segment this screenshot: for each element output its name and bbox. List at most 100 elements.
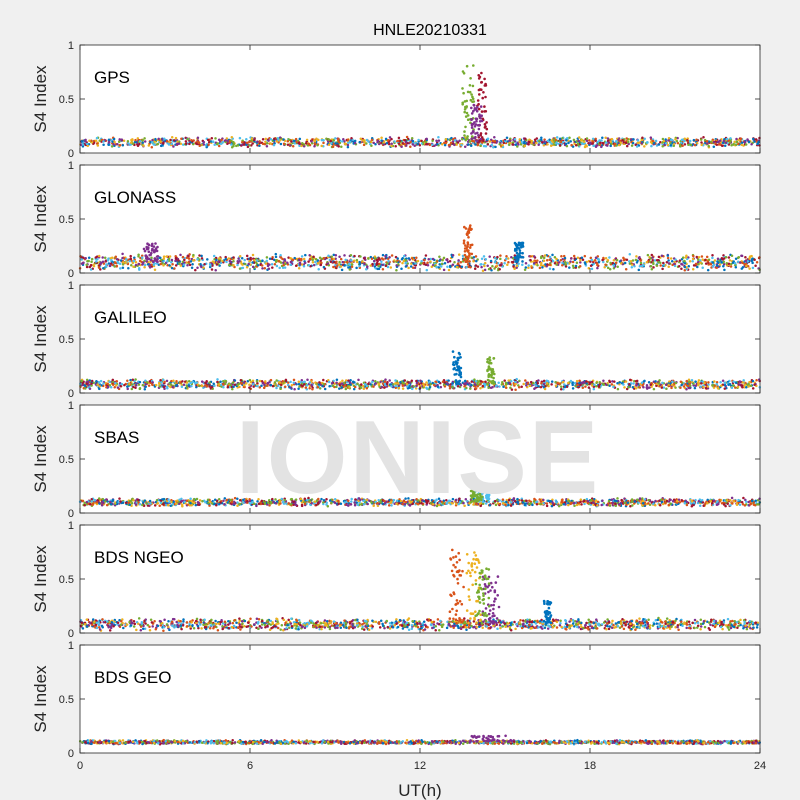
data-point [440, 142, 444, 146]
event-point [479, 105, 483, 108]
data-point [681, 263, 684, 266]
event-point [451, 382, 454, 385]
data-point [414, 258, 417, 262]
data-point [703, 381, 706, 385]
data-point [403, 138, 407, 142]
data-point [95, 379, 98, 383]
data-point [437, 380, 441, 384]
data-point [215, 258, 218, 262]
data-point [414, 262, 417, 265]
data-point [442, 268, 446, 272]
data-point [683, 261, 687, 265]
data-point [356, 382, 359, 386]
data-point [278, 136, 282, 139]
data-point [650, 268, 654, 271]
data-point [181, 255, 185, 259]
data-point [630, 265, 634, 269]
data-point [298, 137, 302, 141]
data-point [687, 380, 691, 383]
data-point [547, 384, 550, 388]
data-point [261, 267, 264, 270]
data-point [411, 143, 415, 146]
data-point [189, 381, 193, 385]
event-point [466, 114, 470, 117]
data-point [661, 144, 664, 148]
data-point [670, 383, 674, 387]
event-point [520, 243, 523, 246]
event-point [478, 88, 482, 91]
data-point [151, 141, 154, 144]
event-point [461, 101, 465, 105]
data-point [717, 143, 721, 146]
data-point [198, 144, 201, 148]
data-point [238, 385, 241, 389]
data-point [459, 261, 463, 264]
data-point [206, 258, 209, 261]
data-point [601, 258, 604, 262]
data-point [248, 259, 251, 263]
data-point [582, 142, 585, 146]
data-point [175, 142, 179, 146]
data-point [166, 260, 169, 263]
data-point [88, 387, 92, 391]
data-point [704, 258, 707, 262]
data-point [416, 142, 419, 146]
data-point [301, 141, 304, 145]
data-point [460, 265, 464, 269]
event-point [462, 241, 466, 245]
data-point [374, 143, 377, 146]
data-point [348, 386, 351, 389]
data-point [532, 255, 536, 258]
data-point [555, 141, 558, 145]
data-point [346, 138, 350, 142]
data-point [162, 257, 166, 260]
data-point [136, 144, 140, 148]
event-point [466, 260, 469, 263]
data-point [334, 254, 338, 257]
data-point [255, 259, 259, 262]
data-points [79, 64, 761, 149]
data-point [488, 140, 492, 143]
data-point [297, 266, 301, 270]
data-point [729, 265, 733, 268]
event-point [470, 137, 474, 140]
data-point [484, 258, 488, 261]
data-point [170, 142, 174, 145]
data-point [373, 259, 376, 263]
data-point [682, 385, 686, 388]
data-point [181, 143, 185, 146]
data-point [89, 268, 93, 271]
data-point [244, 262, 247, 266]
event-point [488, 359, 492, 362]
event-point [473, 125, 477, 128]
data-point [124, 261, 127, 265]
data-point [480, 265, 483, 269]
data-point [362, 387, 366, 391]
data-point [748, 267, 751, 270]
event-point [487, 373, 491, 376]
data-point [591, 142, 594, 145]
data-point [661, 267, 664, 271]
event-point [462, 239, 466, 242]
data-point [667, 259, 670, 262]
data-point [581, 258, 585, 262]
data-point [571, 260, 575, 264]
data-point [405, 135, 409, 139]
data-point [680, 383, 683, 387]
data-point [264, 140, 267, 143]
data-point [705, 139, 709, 143]
data-point [190, 384, 193, 388]
data-point [576, 383, 579, 387]
event-point [455, 363, 459, 366]
data-point [578, 379, 581, 383]
data-point [503, 262, 506, 265]
data-point [585, 139, 589, 143]
data-point [740, 141, 744, 144]
event-point [469, 98, 473, 102]
data-point [187, 257, 191, 260]
y-tick-label: 0.5 [59, 334, 74, 346]
data-point [441, 259, 444, 262]
data-point [688, 384, 692, 387]
data-point [487, 386, 490, 389]
data-point [297, 258, 301, 262]
